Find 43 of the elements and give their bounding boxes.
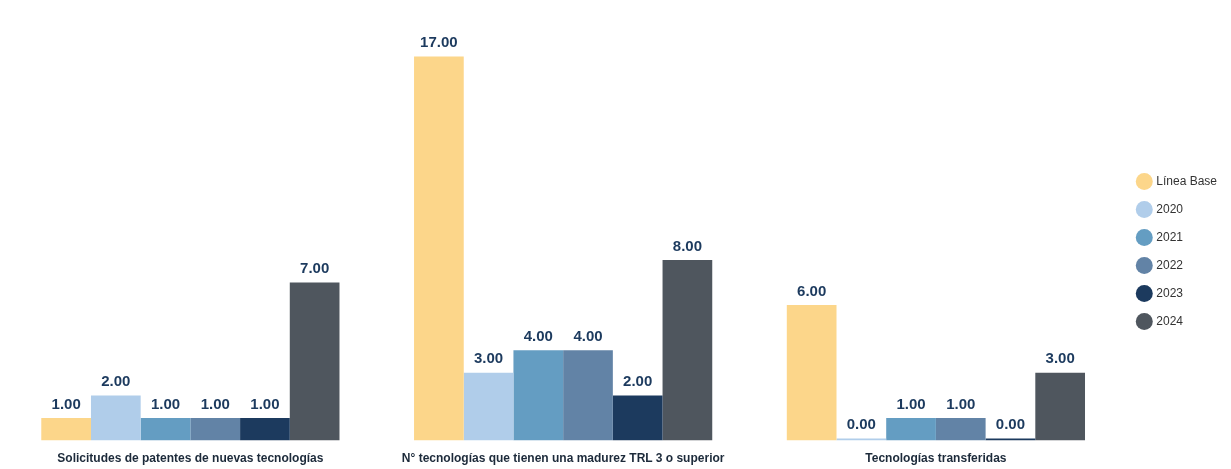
data-label: 3.00: [473, 349, 504, 367]
bar: [1035, 372, 1086, 441]
data-label: 2.00: [623, 372, 653, 390]
x-tick-label: Solicitudes de patentes de nuevas tecnologías: [57, 451, 324, 466]
legend-label: 2022: [1156, 257, 1184, 272]
bar: [886, 418, 936, 441]
data-label: 0.00: [846, 415, 876, 433]
data-label: 8.00: [672, 236, 702, 254]
legend-label: 2020: [1156, 201, 1184, 216]
bar: [41, 418, 91, 441]
data-label: 1.00: [250, 394, 280, 412]
bar: [786, 305, 837, 441]
bar: [662, 259, 713, 441]
legend-label: 2023: [1156, 285, 1184, 300]
bar: [513, 350, 564, 441]
data-label: 1.00: [896, 394, 926, 412]
data-label: 2.00: [101, 372, 131, 390]
data-label: 4.00: [573, 326, 603, 344]
data-label: 7.00: [300, 259, 330, 277]
bar: [463, 372, 514, 441]
data-label: 4.00: [523, 326, 553, 344]
legend-label: 2021: [1156, 229, 1184, 244]
data-label: 17.00: [420, 33, 458, 51]
bar: [140, 418, 191, 441]
data-label: 1.00: [150, 394, 181, 412]
bar: [190, 418, 241, 441]
bar: [240, 418, 290, 441]
legend-label: Línea Base: [1156, 173, 1218, 188]
x-tick-label: Tecnologías transferidas: [865, 451, 1007, 466]
data-label: 1.00: [51, 394, 81, 412]
bar: [414, 56, 464, 441]
bar: [935, 418, 986, 441]
data-label: 3.00: [1045, 349, 1075, 367]
data-label: 6.00: [797, 281, 827, 299]
bar: [563, 350, 613, 441]
x-tick-label: N° tecnologías que tienen una madurez TRL 3 o superior: [401, 451, 725, 466]
bar: [90, 395, 141, 441]
bar: [612, 395, 663, 441]
data-label: 1.00: [946, 394, 976, 412]
bar: [289, 282, 340, 441]
data-label: 1.00: [200, 394, 230, 412]
data-label: 0.00: [995, 415, 1026, 433]
legend-label: 2024: [1156, 313, 1184, 328]
